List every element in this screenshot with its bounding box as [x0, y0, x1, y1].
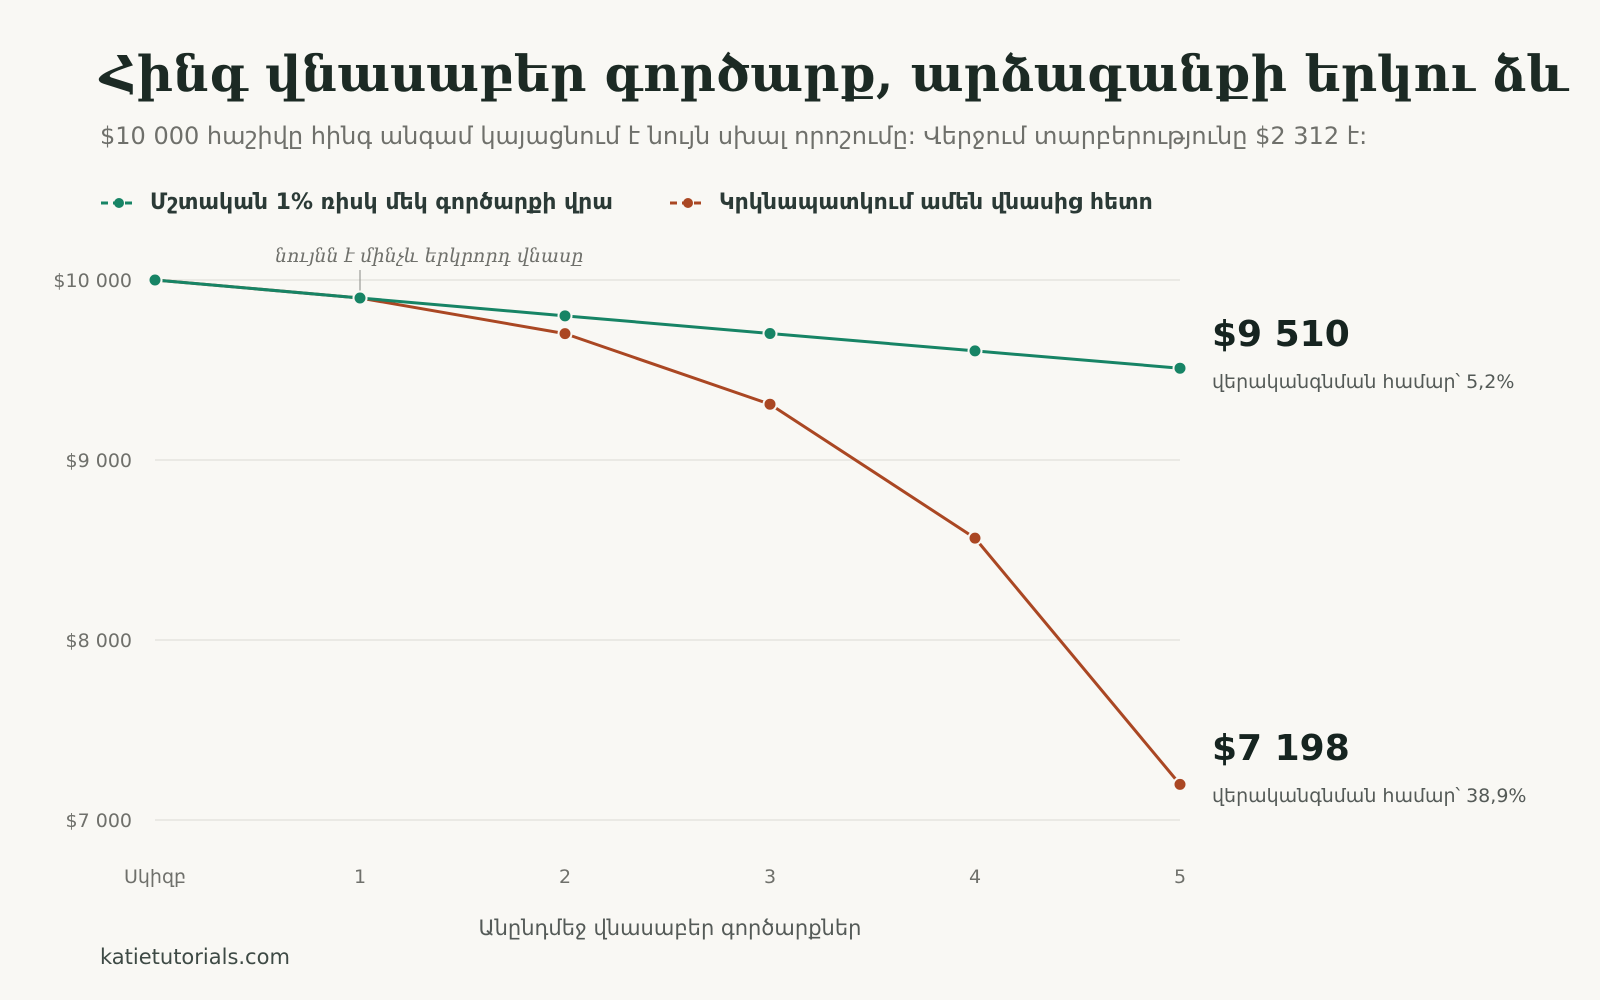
x-tick-label-3: 3 — [764, 866, 776, 888]
x-tick-label-1: 1 — [354, 866, 366, 888]
x-axis-tick-labels: Սկիզբ 1 2 3 4 5 — [124, 866, 1186, 888]
end-labels: $9 510 վերականգնման համար՝ 5,2% $7 198 վերա… — [1212, 314, 1526, 807]
point-s1-3 — [762, 396, 778, 412]
point-s0-0 — [147, 272, 163, 288]
legend-marker-constant-risk — [101, 197, 137, 208]
chart-title: Հինգ վնասաբեր գործարք, արձագանքի երկու ձ… — [100, 44, 1568, 103]
point-s0-5 — [1172, 360, 1188, 376]
point-s1-5 — [1172, 776, 1188, 792]
legend-marker-doubling — [669, 197, 706, 208]
point-s1-4 — [967, 530, 983, 546]
footer-source: katietutorials.com — [100, 945, 290, 969]
series-line-0 — [153, 278, 1182, 370]
y-tick-label-2: $8 000 — [66, 630, 132, 652]
end-note-label-1: վերականգնման համար՝ 38,9% — [1212, 785, 1526, 807]
end-value-label-0: $9 510 — [1212, 314, 1350, 355]
legend-item-doubling: Կրկնապատկում ամեն վնասից հետո — [669, 190, 1153, 215]
y-tick-label-0: $10 000 — [53, 270, 132, 292]
y-tick-label-1: $9 000 — [66, 450, 132, 472]
legend-item-constant-risk: Մշտական 1% ռիսկ մեկ գործարքի վրա — [100, 190, 613, 215]
legend-label-doubling: Կրկնապատկում ամեն վնասից հետո — [718, 190, 1153, 215]
annotation-text-0: նույնն է մինչև երկրորդ վնասը — [275, 245, 583, 267]
series-lines — [153, 278, 1182, 786]
chart-subtitle: $10 000 հաշիվը հինգ անգամ կայացնում է նո… — [100, 122, 1368, 150]
point-s0-1 — [352, 290, 368, 306]
point-s0-4 — [967, 343, 983, 359]
x-axis-title: Անընդմեջ վնասաբեր գործարքներ — [478, 916, 861, 940]
point-s1-2 — [557, 326, 573, 342]
x-tick-label-5: 5 — [1174, 866, 1186, 888]
x-tick-label-2: 2 — [559, 866, 571, 888]
end-value-label-1: $7 198 — [1212, 728, 1350, 769]
y-axis-tick-labels: $10 000 $9 000 $8 000 $7 000 — [53, 270, 132, 832]
data-points — [147, 272, 1188, 792]
legend-label-constant-risk: Մշտական 1% ռիսկ մեկ գործարքի վրա — [150, 190, 613, 215]
end-note-label-0: վերականգնման համար՝ 5,2% — [1212, 371, 1514, 393]
point-s0-2 — [557, 308, 573, 324]
legend: Մշտական 1% ռիսկ մեկ գործարքի վրա Կրկնապա… — [100, 190, 1153, 215]
y-tick-label-3: $7 000 — [66, 810, 132, 832]
point-s0-3 — [762, 325, 778, 341]
annotations: նույնն է մինչև երկրորդ վնասը — [275, 245, 583, 291]
x-tick-label-4: 4 — [969, 866, 981, 888]
grid-lines — [155, 279, 1180, 821]
x-tick-label-0: Սկիզբ — [124, 866, 186, 888]
